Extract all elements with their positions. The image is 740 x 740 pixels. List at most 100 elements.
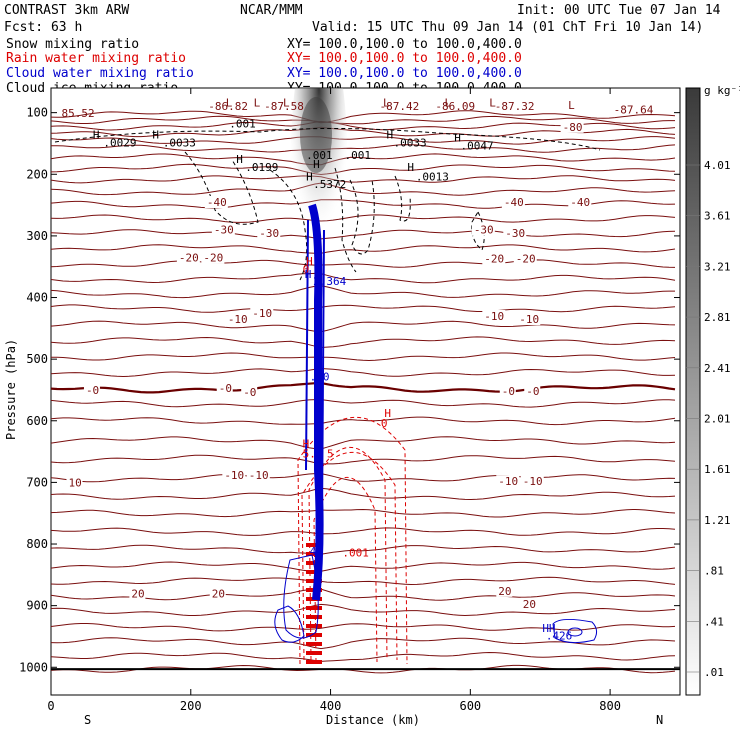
extremum-label: .001 xyxy=(342,546,369,559)
isotherm-label-bg xyxy=(250,306,274,319)
isotherm-line xyxy=(51,576,676,586)
extremum-label: H xyxy=(236,153,243,166)
colorbar-tick-label: 2.01 xyxy=(704,413,731,426)
y-tick-label: 600 xyxy=(26,414,48,428)
isotherm-label: -0 xyxy=(243,386,256,399)
extremum-label: .00 xyxy=(310,371,330,384)
isotherm-label: -10 xyxy=(228,313,248,326)
extremum-label: -86.09 xyxy=(435,100,475,113)
extremum-label: H xyxy=(306,255,313,268)
isotherm-line xyxy=(51,544,676,555)
extremum-label: L xyxy=(444,96,451,109)
legend-rain-xy: XY= 100.0,100.0 to 100.0,400.0 xyxy=(287,51,522,66)
isotherm-line xyxy=(51,285,675,299)
isotherm-label-bg xyxy=(83,383,100,396)
isotherm-label-bg xyxy=(520,597,537,610)
forecast-hour: Fcst: 63 h xyxy=(4,20,82,35)
legend-cloud-water: Cloud water mixing ratio xyxy=(6,66,194,81)
legend-snow: Snow mixing ratio xyxy=(6,37,139,52)
x-tick-label: 200 xyxy=(180,699,202,713)
isotherm-line xyxy=(51,163,676,176)
x-tick-label: 800 xyxy=(599,699,621,713)
isotherm-label-bg xyxy=(568,196,592,209)
extremum-label: 0 xyxy=(381,417,388,430)
isotherm-label: -10 xyxy=(249,469,269,482)
isotherm-label-bg xyxy=(204,196,228,209)
extremum-label: -87.42 xyxy=(379,100,419,113)
y-tick-label: 500 xyxy=(26,352,48,366)
isotherm-line xyxy=(51,320,676,333)
isotherm-label: -10 xyxy=(519,313,539,326)
x-end-left: S xyxy=(84,713,91,727)
isotherm-label: -20 xyxy=(484,253,504,266)
isotherm-line xyxy=(51,651,676,662)
extremum-label: H xyxy=(313,158,320,171)
isotherm-line xyxy=(51,136,676,145)
cloud-ice-contour xyxy=(54,127,601,151)
extremum-label: H xyxy=(454,132,461,145)
isotherm-line xyxy=(51,182,676,196)
isotherm-label-bg xyxy=(524,385,541,398)
isotherm-label-bg xyxy=(257,226,281,239)
init-time: Init: 00 UTC Tue 07 Jan 14 xyxy=(517,3,721,18)
extremum-label: L xyxy=(489,96,496,109)
isotherm-label-bg xyxy=(129,587,146,600)
extremum-label: L xyxy=(254,96,261,109)
isotherm-line xyxy=(51,115,675,125)
isotherm-line xyxy=(51,487,676,501)
legend: Snow mixing ratio XY= 100.0,100.0 to 100… xyxy=(6,37,522,96)
cloud-water-north-inner xyxy=(567,627,583,637)
cloud-ice-contour xyxy=(394,175,411,222)
isotherm-label-bg xyxy=(241,385,258,398)
isotherm-label-bg xyxy=(496,475,520,488)
temperature-contours xyxy=(51,110,676,674)
extremum-label: L xyxy=(226,96,233,109)
extremum-label: .0029 xyxy=(103,137,136,150)
isotherm-line xyxy=(51,381,676,394)
isotherm-label-bg xyxy=(225,313,249,326)
rain-contour xyxy=(297,416,408,665)
isotherm-label: -20 xyxy=(179,251,199,264)
isotherm-label: -10 xyxy=(224,469,244,482)
isotherm-line xyxy=(51,304,676,313)
extremum-label: .0047 xyxy=(461,140,494,153)
center-label: NCAR/MMM xyxy=(240,3,303,18)
cloud-ice-contour xyxy=(269,169,308,281)
extremum-label: L xyxy=(383,96,390,109)
isotherm-line xyxy=(51,623,676,632)
isotherm-line xyxy=(51,473,676,483)
isotherm-label: -80 xyxy=(563,121,583,134)
isotherm-label-bg xyxy=(560,120,584,133)
colorbar-ticks: 4.01 3.61 3.21 2.81 2.41 2.01 1.61 1.21 .81 .41 .0… xyxy=(686,159,731,679)
contour-labels: 20 20 20 20 10 -10 -10 -10 -10 -0 -0 -0 -0 -0 -10 -10 -1… xyxy=(51,96,680,671)
isotherm-label-bg xyxy=(176,251,200,264)
isotherm-line xyxy=(51,272,676,284)
x-tick-label: 400 xyxy=(320,699,342,713)
isotherm-label: -10 xyxy=(498,475,518,488)
extremum-label: 2.364 xyxy=(313,275,346,288)
cloud-ice-contour xyxy=(349,179,375,255)
isotherm-label-bg xyxy=(499,385,516,398)
isotherm-label: -0 xyxy=(86,384,99,397)
isotherm-line xyxy=(51,153,676,166)
isotherm-line xyxy=(51,436,676,450)
isotherm-line xyxy=(51,214,676,223)
isotherm-label-bg xyxy=(482,252,506,265)
extremum-label: 0 xyxy=(303,263,310,276)
isotherm-line xyxy=(51,336,676,349)
cloud-ice-contour xyxy=(471,210,485,251)
isotherm-label-bg xyxy=(216,382,233,395)
isotherm-label: -40 xyxy=(504,196,524,209)
snow-core xyxy=(300,97,332,173)
colorbar-tick-label: 4.01 xyxy=(704,159,731,172)
extremum-label: .0033 xyxy=(163,137,196,150)
x-end-right: N xyxy=(656,713,663,727)
extremum-label: -86.82 xyxy=(208,100,248,113)
colorbar: g kg⁻¹ 4.01 3.61 3.21 2.81 2.41 2.01 1.61 1.21.… xyxy=(685,84,740,696)
isotherm-line xyxy=(51,561,676,572)
colorbar-unit: g kg⁻¹ xyxy=(704,84,740,97)
isotherm-label-bg xyxy=(520,475,544,488)
isotherm-label: 10 xyxy=(68,476,81,489)
extremum-label: 5. xyxy=(303,448,316,461)
colorbar-tick-label: .81 xyxy=(704,565,724,578)
